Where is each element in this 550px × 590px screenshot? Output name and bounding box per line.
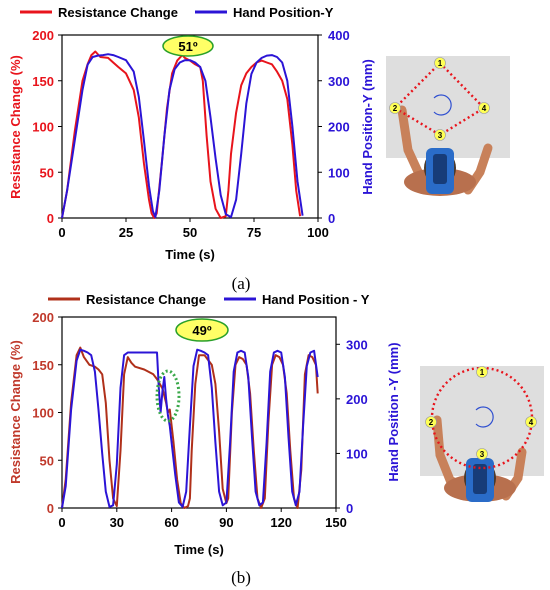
y-left-tick-label: 200: [32, 310, 54, 325]
y-axis-label-right-a: Hand Position-Y (mm): [360, 59, 375, 195]
waypoint-2-b: 2: [425, 416, 437, 428]
x-tick-label: 120: [270, 515, 292, 530]
x-axis-label-b: Time (s): [174, 542, 224, 557]
waypoint-2-a: 2: [389, 102, 401, 114]
svg-text:4: 4: [482, 104, 487, 113]
svg-text:1: 1: [480, 368, 485, 377]
svg-text:4: 4: [529, 418, 534, 427]
y-left-tick-label: 200: [32, 28, 54, 43]
legend-label-position-b: Hand Position - Y: [262, 292, 370, 307]
inset-diamond-path: 1 2 3 4: [386, 56, 510, 196]
x-tick-label: 0: [58, 515, 65, 530]
rotation-arrow-a: [433, 94, 452, 116]
legend-label-position-a: Hand Position-Y: [233, 5, 334, 20]
series-position-line-a: [61, 53, 304, 219]
y-axis-label-right-b: Hand Position -Y (mm): [386, 342, 401, 481]
y-left-tick-label: 0: [47, 501, 54, 516]
y-left-tick-label: 100: [32, 120, 54, 135]
svg-text:3: 3: [438, 131, 443, 140]
svg-text:2: 2: [429, 418, 434, 427]
x-axis-label-a: Time (s): [165, 247, 215, 262]
series-b: [61, 346, 319, 509]
x-tick-label: 60: [164, 515, 178, 530]
series-position-line-b: [61, 348, 319, 509]
x-tick-label: 90: [219, 515, 233, 530]
sensor-strip-b: [473, 464, 487, 494]
x-tick-label: 75: [247, 225, 261, 240]
angle-badge-text-a: 51º: [178, 39, 197, 54]
x-tick-label: 100: [307, 225, 329, 240]
y-right-tick-label: 200: [328, 120, 350, 135]
y-right-tick-label: 0: [328, 211, 335, 226]
x-tick-label: 0: [58, 225, 65, 240]
plot-frame-a: [61, 34, 319, 219]
y-left-tick-label: 100: [32, 406, 54, 421]
svg-text:2: 2: [393, 104, 398, 113]
svg-text:1: 1: [438, 59, 443, 68]
y-axis-label-left-b: Resistance Change (%): [8, 340, 23, 484]
y-left-tick-label: 0: [47, 211, 54, 226]
angle-badge-a: [162, 35, 214, 57]
y-axis-label-left-a: Resistance Change (%): [8, 55, 23, 199]
y-right-tick-label: 100: [346, 446, 368, 461]
y-right-tick-label: 0: [346, 501, 353, 516]
rotation-arrow-b: [475, 406, 494, 428]
y-right-tick-label: 300: [346, 337, 368, 352]
waypoint-1-b: 1: [476, 366, 488, 378]
y-right-tick-label: 300: [328, 74, 350, 89]
y-left-tick-label: 150: [32, 358, 54, 373]
x-tick-label: 150: [325, 515, 347, 530]
legend-label-resistance-b: Resistance Change: [86, 292, 206, 307]
y-left-tick-label: 50: [40, 165, 54, 180]
angle-badge-b: [175, 318, 229, 342]
diamond-path: [393, 61, 486, 137]
highlight-ellipse: [155, 369, 181, 423]
y-left-tick-label: 50: [40, 453, 54, 468]
series-a: [61, 50, 304, 219]
svg-text:3: 3: [480, 450, 485, 459]
panel-a: Resistance Change Hand Position-Y 0 25 50 7…: [8, 5, 510, 293]
series-resistance-line-b: [61, 346, 319, 509]
inset-circle-path: 1 2 3 4: [420, 366, 544, 502]
waypoint-3-a: 3: [434, 129, 446, 141]
y-right-tick-label: 400: [328, 28, 350, 43]
x-tick-label: 30: [110, 515, 124, 530]
waypoint-1-a: 1: [434, 57, 446, 69]
plot-frame-b: [61, 316, 337, 509]
legend-label-resistance-a: Resistance Change: [58, 5, 178, 20]
x-tick-label: 50: [183, 225, 197, 240]
y-left-tick-label: 150: [32, 74, 54, 89]
x-tick-label: 25: [119, 225, 133, 240]
sensor-strip-a: [433, 154, 447, 184]
panel-label-a: (a): [232, 274, 251, 293]
y-right-tick-label: 100: [328, 165, 350, 180]
panel-label-b: (b): [231, 568, 251, 587]
waypoint-4-a: 4: [478, 102, 490, 114]
waypoint-3-b: 3: [476, 448, 488, 460]
angle-badge-text-b: 49º: [192, 323, 211, 338]
series-resistance-line-a: [61, 50, 302, 219]
y-right-tick-label: 200: [346, 392, 368, 407]
waypoint-4-b: 4: [525, 416, 537, 428]
panel-b: Resistance Change Hand Position - Y 0 30 6…: [8, 292, 544, 587]
